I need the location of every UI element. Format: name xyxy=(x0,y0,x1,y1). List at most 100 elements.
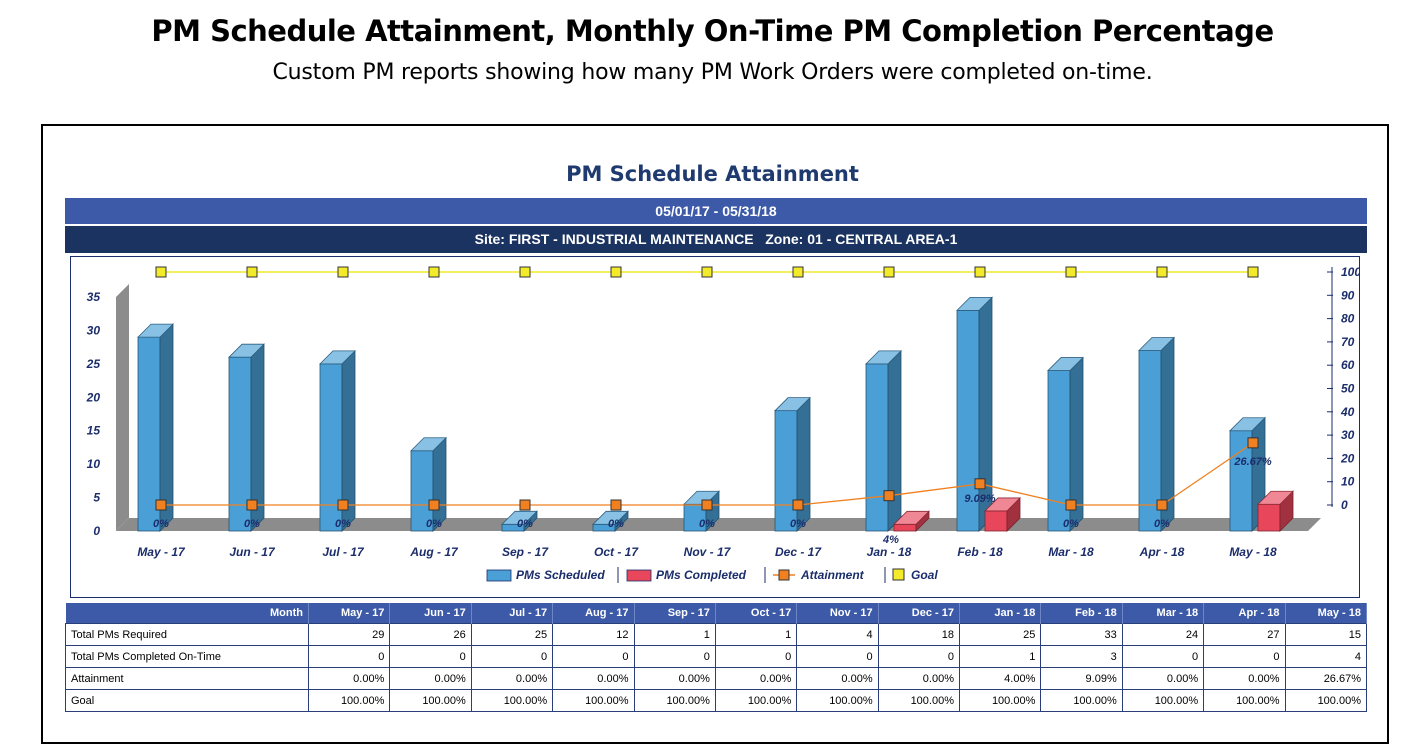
table-cell: 100.00% xyxy=(1121,689,1205,712)
x-axis-category-label: Jul - 17 xyxy=(322,545,365,559)
left-axis-tick-label: 0 xyxy=(93,524,100,538)
page-subtitle: Custom PM reports showing how many PM Wo… xyxy=(272,60,1153,85)
attainment-data-label: 0% xyxy=(608,518,624,530)
table-cell: 100.00% xyxy=(552,689,635,712)
attainment-data-label: 0% xyxy=(1063,518,1079,530)
completed-bar-top xyxy=(1257,490,1294,505)
attainment-marker xyxy=(1065,499,1077,511)
legend-swatch-goal xyxy=(892,568,905,581)
x-axis-category-label: Feb - 18 xyxy=(957,545,1003,559)
attainment-marker xyxy=(1247,437,1259,449)
attainment-marker xyxy=(974,478,986,490)
goal-marker xyxy=(428,266,440,278)
table-cell: 0 xyxy=(633,645,716,668)
attainment-marker xyxy=(792,499,804,511)
x-axis-category-label: Jun - 17 xyxy=(229,545,276,559)
attainment-data-label: 0% xyxy=(153,518,169,530)
attainment-marker xyxy=(1156,499,1168,511)
legend-swatch-scheduled xyxy=(486,569,512,582)
chart-container: 0 5 10 15 20 25 30 35 0 10 20 30 40 50 60 70 80 90 100 0% 0%… xyxy=(70,256,1360,598)
goal-marker xyxy=(1247,266,1259,278)
attainment-marker xyxy=(519,499,531,511)
scheduled-bar-top xyxy=(683,490,720,505)
chart-side-wall xyxy=(116,284,129,531)
table-cell: 4 xyxy=(796,623,879,646)
goal-marker xyxy=(1065,266,1077,278)
table-row: Goal 100.00% 100.00% 100.00% 100.00% 100.00% 1… xyxy=(65,689,1367,712)
completed-bar-top xyxy=(893,510,930,525)
table-row: Total PMs Completed On-Time 0 0 0 0 0 0 0 0 1 3 0 0 4 xyxy=(65,645,1367,668)
goal-marker xyxy=(1156,266,1168,278)
table-cell: 27 xyxy=(1203,623,1286,646)
table-cell: 15 xyxy=(1284,623,1367,646)
table-cell: 0.00% xyxy=(307,667,391,690)
table-cell: 0 xyxy=(307,645,391,668)
table-cell: 0.00% xyxy=(389,667,472,690)
table-cell: 0.00% xyxy=(1203,667,1286,690)
attainment-marker xyxy=(610,499,622,511)
table-cell: 100.00% xyxy=(389,689,472,712)
scheduled-bar-top xyxy=(1047,357,1084,371)
goal-marker xyxy=(701,266,713,278)
table-cell: 0.00% xyxy=(470,667,554,690)
attainment-data-label: 0% xyxy=(426,518,442,530)
chart-svg: 0 5 10 15 20 25 30 35 0 10 20 30 40 50 60 70 80 90 100 0% 0%… xyxy=(86,265,1359,583)
table-cell: 26.67% xyxy=(1284,667,1367,690)
completed-bar-front xyxy=(893,523,917,532)
scheduled-bar-top xyxy=(228,343,265,358)
table-cell: 100.00% xyxy=(633,689,716,712)
right-axis-tick-label: 80 xyxy=(1341,312,1355,326)
attainment-data-label: 9.09% xyxy=(964,493,995,505)
table-cell: 0.00% xyxy=(552,667,635,690)
table-header-cell: Oct - 17 xyxy=(715,603,798,624)
scheduled-bar-top xyxy=(137,323,174,338)
table-cell: 100.00% xyxy=(1284,689,1367,712)
table-cell: 0.00% xyxy=(796,667,879,690)
x-axis-category-label: May - 17 xyxy=(137,545,186,559)
scheduled-bar-side xyxy=(887,349,902,532)
table-cell: 0.00% xyxy=(714,667,798,690)
scheduled-bar-front xyxy=(774,410,798,532)
table-cell: 100.00% xyxy=(796,689,879,712)
x-axis-category-label: Apr - 18 xyxy=(1139,545,1185,559)
goal-marker xyxy=(337,266,349,278)
table-row-label: Total PMs Required xyxy=(65,623,309,646)
scheduled-bar-top xyxy=(865,350,902,365)
attainment-marker xyxy=(883,490,895,502)
table-header-cell: Apr - 18 xyxy=(1203,603,1286,624)
right-axis-tick-label: 100 xyxy=(1341,265,1359,279)
table-cell: 0 xyxy=(714,645,798,668)
scheduled-bar-top xyxy=(1229,417,1266,432)
table-cell: 0 xyxy=(877,645,961,668)
table-cell: 3 xyxy=(1040,645,1123,668)
goal-marker xyxy=(883,266,895,278)
left-axis-tick-label: 5 xyxy=(93,491,100,505)
table-cell: 0 xyxy=(552,645,635,668)
table-cell: 12 xyxy=(552,623,635,646)
legend-swatch-completed xyxy=(626,569,652,582)
site-zone-band: Site: FIRST - INDUSTRIAL MAINTENANCE Zon… xyxy=(65,226,1367,253)
scheduled-bar-top xyxy=(410,437,447,452)
report-title: PM Schedule Attainment xyxy=(566,162,859,186)
page-title: PM Schedule Attainment, Monthly On-Time … xyxy=(151,14,1274,48)
goal-marker xyxy=(519,266,531,278)
table-cell: 4.00% xyxy=(958,667,1042,690)
table-cell: 25 xyxy=(470,623,554,646)
scheduled-bar-top xyxy=(1138,337,1175,351)
x-axis-category-label: Mar - 18 xyxy=(1048,545,1094,559)
table-cell: 100.00% xyxy=(1203,689,1286,712)
table-cell: 0.00% xyxy=(1121,667,1205,690)
table-cell: 0 xyxy=(796,645,879,668)
table-header-cell: Jan - 18 xyxy=(959,603,1042,624)
attainment-data-label: 0% xyxy=(699,518,715,530)
table-cell: 100.00% xyxy=(877,689,961,712)
right-axis-tick-label: 30 xyxy=(1341,428,1355,442)
table-row-label: Goal xyxy=(65,689,309,712)
attainment-data-label: 0% xyxy=(790,518,806,530)
table-body: Total PMs Required 29 26 25 12 1 1 4 18 25 33 24 27 1… xyxy=(65,623,1367,712)
right-axis-tick-label: 90 xyxy=(1341,288,1355,302)
table-cell: 0.00% xyxy=(633,667,716,690)
goal-marker xyxy=(610,266,622,278)
legend-label-scheduled: PMs Scheduled xyxy=(516,568,605,582)
left-axis-tick-label: 35 xyxy=(87,290,101,304)
